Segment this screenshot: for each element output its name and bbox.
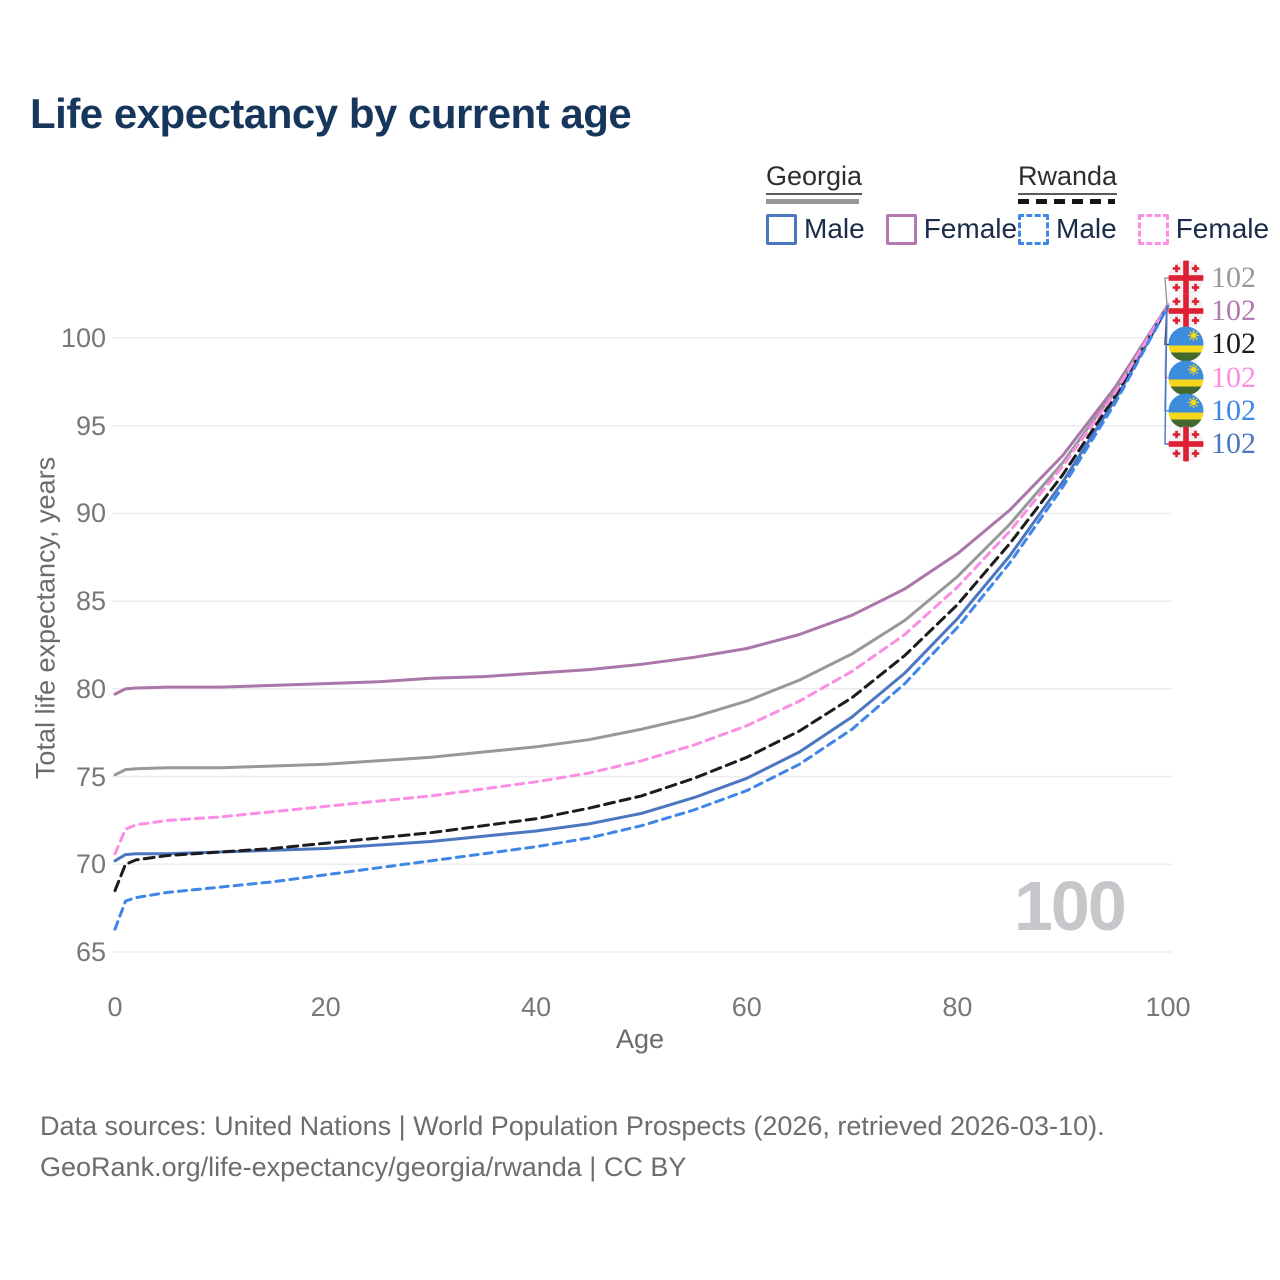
x-tick-80: 80 [942, 992, 973, 1022]
y-tick-95: 95 [75, 410, 106, 441]
georgia-linestyle-swatch [766, 199, 859, 204]
end-value: 102 [1211, 327, 1256, 361]
x-tick-60: 60 [731, 992, 762, 1022]
rwanda-flag-icon [1168, 360, 1204, 396]
legend-georgia-header[interactable]: Georgia [766, 161, 863, 195]
y-tick-85: 85 [75, 586, 106, 617]
x-axis-title: Age [615, 1024, 665, 1054]
georgia-flag-icon [1168, 260, 1204, 296]
legend-label-rwanda-male[interactable]: Male [1056, 213, 1117, 244]
legend-label-rwanda-female[interactable]: Female [1175, 213, 1270, 244]
legend-swatch-rwanda-male[interactable] [1018, 213, 1049, 245]
y-tick-70: 70 [75, 849, 106, 880]
x-tick-0: 0 [107, 992, 123, 1022]
rwanda-flag-icon [1168, 326, 1204, 362]
legend-group-georgia: Georgia Male Female [766, 161, 1038, 245]
end-label-rwanda-both: 102 [1168, 326, 1256, 362]
footer-url: GeoRank.org/life-expectancy/georgia/rwan… [40, 1152, 687, 1182]
series-line-rwanda-male[interactable] [113, 304, 1170, 931]
x-tick-40: 40 [521, 992, 552, 1022]
rwanda-linestyle-swatch [1018, 199, 1115, 204]
age-watermark: 100 [1014, 867, 1127, 945]
x-tick-100: 100 [1145, 992, 1191, 1022]
end-label-georgia-both: 102 [1168, 260, 1256, 296]
end-label-georgia-male: 102 [1168, 426, 1256, 462]
legend-rwanda-header[interactable]: Rwanda [1018, 161, 1118, 195]
legend-swatch-rwanda-female[interactable] [1137, 213, 1169, 245]
series-line-rwanda-female[interactable] [113, 303, 1170, 856]
y-tick-90: 90 [75, 498, 106, 529]
rwanda-flag-icon [1168, 393, 1204, 429]
footer-data-sources: Data sources: United Nations | World Pop… [40, 1111, 1105, 1141]
end-label-rwanda-female: 102 [1168, 360, 1256, 396]
end-value: 102 [1211, 360, 1256, 394]
y-tick-65: 65 [75, 937, 106, 967]
series-line-georgia-male[interactable] [113, 304, 1170, 863]
legend-label-georgia-male[interactable]: Male [804, 213, 865, 244]
end-value: 102 [1211, 294, 1256, 328]
georgia-flag-icon [1168, 293, 1204, 329]
x-tick-20: 20 [310, 992, 341, 1022]
end-value: 102 [1211, 261, 1256, 294]
series-line-georgia-both[interactable] [113, 303, 1170, 777]
series-line-rwanda-both[interactable] [113, 304, 1170, 893]
georgia-flag-icon [1168, 426, 1204, 462]
end-label-rwanda-male: 102 [1168, 393, 1256, 429]
legend-label-georgia-female[interactable]: Female [923, 213, 1018, 244]
end-value: 102 [1211, 393, 1256, 427]
legend-group-rwanda: Rwanda Male Female [1018, 161, 1280, 245]
series-line-georgia-female[interactable] [113, 303, 1170, 696]
footer: Data sources: United Nations | World Pop… [40, 1106, 1105, 1188]
legend-swatch-georgia-male[interactable] [766, 213, 797, 245]
legend-swatch-georgia-female[interactable] [885, 213, 917, 245]
y-tick-75: 75 [75, 761, 106, 792]
y-tick-80: 80 [75, 673, 106, 704]
end-value: 102 [1211, 427, 1256, 460]
end-label-georgia-female: 102 [1168, 293, 1256, 329]
page-title: Life expectancy by current age [30, 90, 632, 137]
y-tick-100: 100 [60, 323, 106, 353]
